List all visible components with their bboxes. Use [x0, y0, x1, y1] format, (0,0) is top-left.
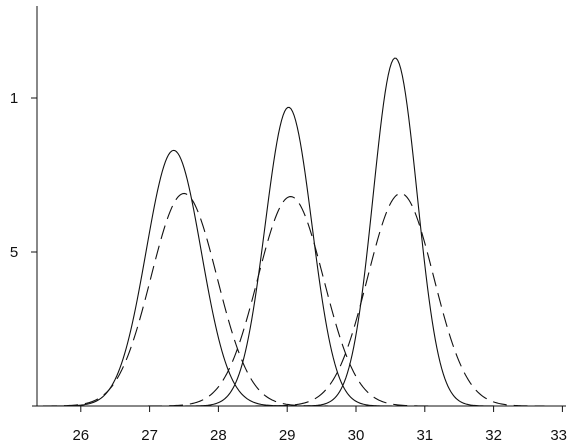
x-tick-label: 26	[72, 427, 89, 444]
dashed-peak-curve-1	[42, 192, 546, 407]
dashed-peak-curve-3	[42, 192, 546, 407]
x-ticks: 26 27 28 29 30 31 32 33	[72, 406, 567, 444]
solid-peak-curve-2	[42, 106, 546, 407]
curves	[42, 57, 546, 407]
x-tick-label: 33	[550, 427, 567, 444]
x-tick-label: 31	[416, 427, 433, 444]
solid-peak-curve-1	[42, 149, 546, 407]
x-tick-label: 27	[141, 427, 158, 444]
y-ticks: 51	[10, 90, 37, 261]
dashed-peak-curve-2	[42, 196, 546, 407]
x-tick-label: 32	[485, 427, 502, 444]
x-tick-label: 29	[279, 427, 296, 444]
x-tick-label: 28	[210, 427, 227, 444]
x-tick-label: 30	[348, 427, 365, 444]
solid-peak-curve-3	[42, 57, 546, 407]
y-tick-label: 1	[10, 90, 18, 107]
y-tick-label: 5	[10, 244, 18, 261]
